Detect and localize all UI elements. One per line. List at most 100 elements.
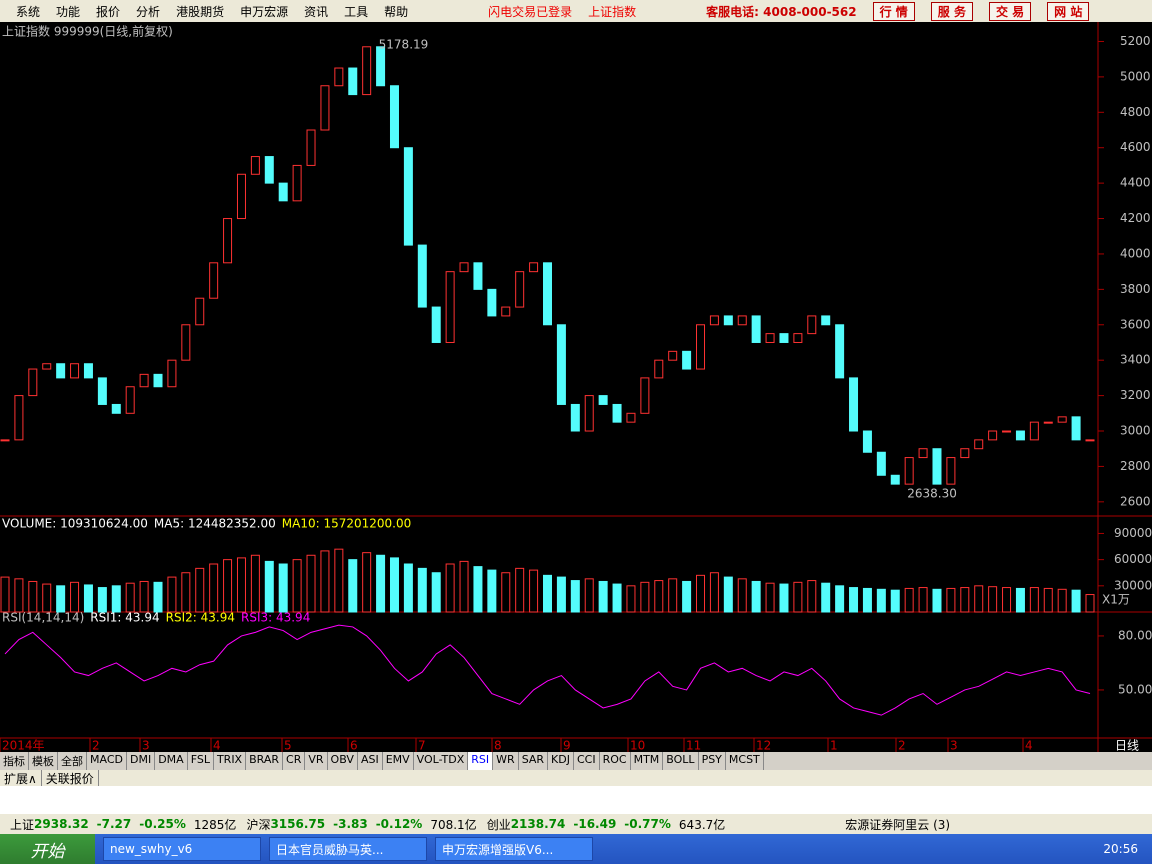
tab[interactable]: SAR: [519, 752, 549, 770]
candle: [709, 315, 719, 326]
menu-button[interactable]: 交 易: [988, 1, 1032, 21]
menu-item[interactable]: 港股期货: [176, 4, 225, 19]
low-label: 2638.30: [907, 487, 957, 501]
volume-bar: [389, 557, 399, 613]
tab[interactable]: 指标: [0, 752, 29, 770]
menu-item[interactable]: 申万宏源: [240, 4, 289, 19]
volume-bar: [320, 550, 330, 613]
tab[interactable]: PSY: [699, 752, 726, 770]
volume-bar: [1071, 589, 1081, 613]
tab[interactable]: BOLL: [663, 752, 699, 770]
task-window[interactable]: 申万宏源增强版V6...: [435, 837, 593, 861]
tab[interactable]: ASI: [358, 752, 383, 770]
tab[interactable]: WR: [493, 752, 519, 770]
volume-bar: [640, 581, 650, 613]
sub-tab[interactable]: 关联报价: [42, 770, 99, 786]
tab[interactable]: DMI: [127, 752, 156, 770]
menu-item[interactable]: 帮助: [384, 4, 409, 19]
menu-item[interactable]: 工具: [344, 4, 369, 19]
candle: [1015, 430, 1025, 441]
tab[interactable]: CCI: [574, 752, 600, 770]
chart-area: 上证指数 999999(日线,前复权) 日线 X1万 2600 2800 3000 3…: [0, 22, 1152, 753]
candle: [1043, 421, 1053, 424]
candle: [1057, 416, 1067, 423]
candle: [1085, 439, 1095, 442]
tab[interactable]: DMA: [155, 752, 188, 770]
candle: [181, 324, 191, 361]
y-tick-label: 4200: [1120, 211, 1151, 225]
candle: [584, 395, 594, 432]
candle: [167, 359, 177, 388]
tab[interactable]: FSL: [188, 752, 214, 770]
legend-item: VOLUME: 109310624.00: [2, 517, 148, 531]
candle: [640, 377, 650, 414]
volume-bar: [1015, 587, 1025, 613]
menu-button[interactable]: 服 务: [930, 1, 973, 21]
candle: [111, 403, 121, 414]
tab[interactable]: OBV: [328, 752, 358, 770]
tab[interactable]: 全部: [58, 752, 87, 770]
task-window[interactable]: 日本官员威胁马英...: [269, 837, 427, 861]
x-tick-label: 3: [950, 739, 958, 753]
tab[interactable]: VR: [305, 752, 328, 770]
menu-button[interactable]: 网 站: [1047, 1, 1090, 21]
tab[interactable]: ROC: [600, 752, 631, 770]
x-tick-label: 12: [756, 739, 771, 753]
candle: [376, 46, 386, 87]
status-bar: 上证 2938.32 -7.27 -0.25% 1285亿 沪深 3156.75 -3.83-…: [0, 814, 1152, 834]
tab[interactable]: 模板: [29, 752, 58, 770]
tab[interactable]: KDJ: [548, 752, 574, 770]
candle: [389, 85, 399, 149]
candle: [835, 324, 845, 379]
menu-item[interactable]: 系统: [16, 4, 41, 19]
candle: [14, 395, 24, 441]
volume-bar: [543, 574, 552, 613]
tab[interactable]: CR: [283, 752, 306, 770]
volume-bar: [0, 576, 10, 613]
task-window[interactable]: new_swhy_v6: [103, 837, 261, 861]
y-tick-label: 5000: [1120, 69, 1151, 83]
tab[interactable]: EMV: [383, 752, 414, 770]
tab[interactable]: MACD: [87, 752, 127, 770]
tab[interactable]: MCST: [726, 752, 764, 770]
candle: [431, 306, 441, 343]
menu-button[interactable]: 行 情: [872, 1, 915, 21]
volume-bar: [153, 581, 163, 613]
y-tick-label: 3200: [1120, 388, 1151, 402]
candle: [765, 333, 775, 343]
tab[interactable]: BRAR: [246, 752, 284, 770]
candle: [862, 430, 872, 453]
candle: [612, 403, 622, 423]
volume-bar: [292, 559, 302, 613]
candle: [890, 474, 900, 485]
menu-item[interactable]: 功能: [56, 4, 81, 19]
indicator-tabs: 指标 模板 全部 MACD DMI DMA FSL TRIX BRAR CR VR OBV ASI EMV…: [0, 752, 1152, 770]
candle: [459, 262, 469, 273]
x-tick-label: 9: [563, 739, 571, 753]
hotline: 客服电话: 4008-000-562: [706, 4, 857, 19]
legend-item: RSI(14,14,14): [2, 611, 84, 625]
tab[interactable]: TRIX: [214, 752, 247, 770]
tab[interactable]: VOL-TDX: [414, 752, 469, 770]
volume-bar: [612, 583, 622, 613]
volume-bar: [223, 559, 233, 613]
menu-item[interactable]: 资讯: [304, 4, 329, 19]
x-tick-label: 5: [284, 739, 292, 753]
x-tick-label: 2: [92, 739, 100, 753]
y-tick-label: 50.00: [1118, 682, 1152, 696]
volume-bar: [125, 582, 135, 613]
menu-item[interactable]: 报价: [96, 4, 121, 19]
sub-tab[interactable]: 扩展∧: [0, 770, 42, 786]
clock: 20:56: [1103, 842, 1138, 856]
volume-bar: [139, 580, 149, 613]
start-button[interactable]: 开始: [0, 834, 95, 864]
tab[interactable]: RSI: [468, 752, 494, 770]
menu-item[interactable]: 分析: [136, 4, 161, 19]
x-tick-label: 6: [350, 739, 358, 753]
candle: [403, 147, 413, 246]
y-tick-label: 3000: [1120, 424, 1151, 438]
tab[interactable]: MTM: [631, 752, 664, 770]
candle: [876, 451, 886, 476]
candle: [1002, 430, 1012, 433]
y-tick-label: 4800: [1120, 105, 1151, 119]
